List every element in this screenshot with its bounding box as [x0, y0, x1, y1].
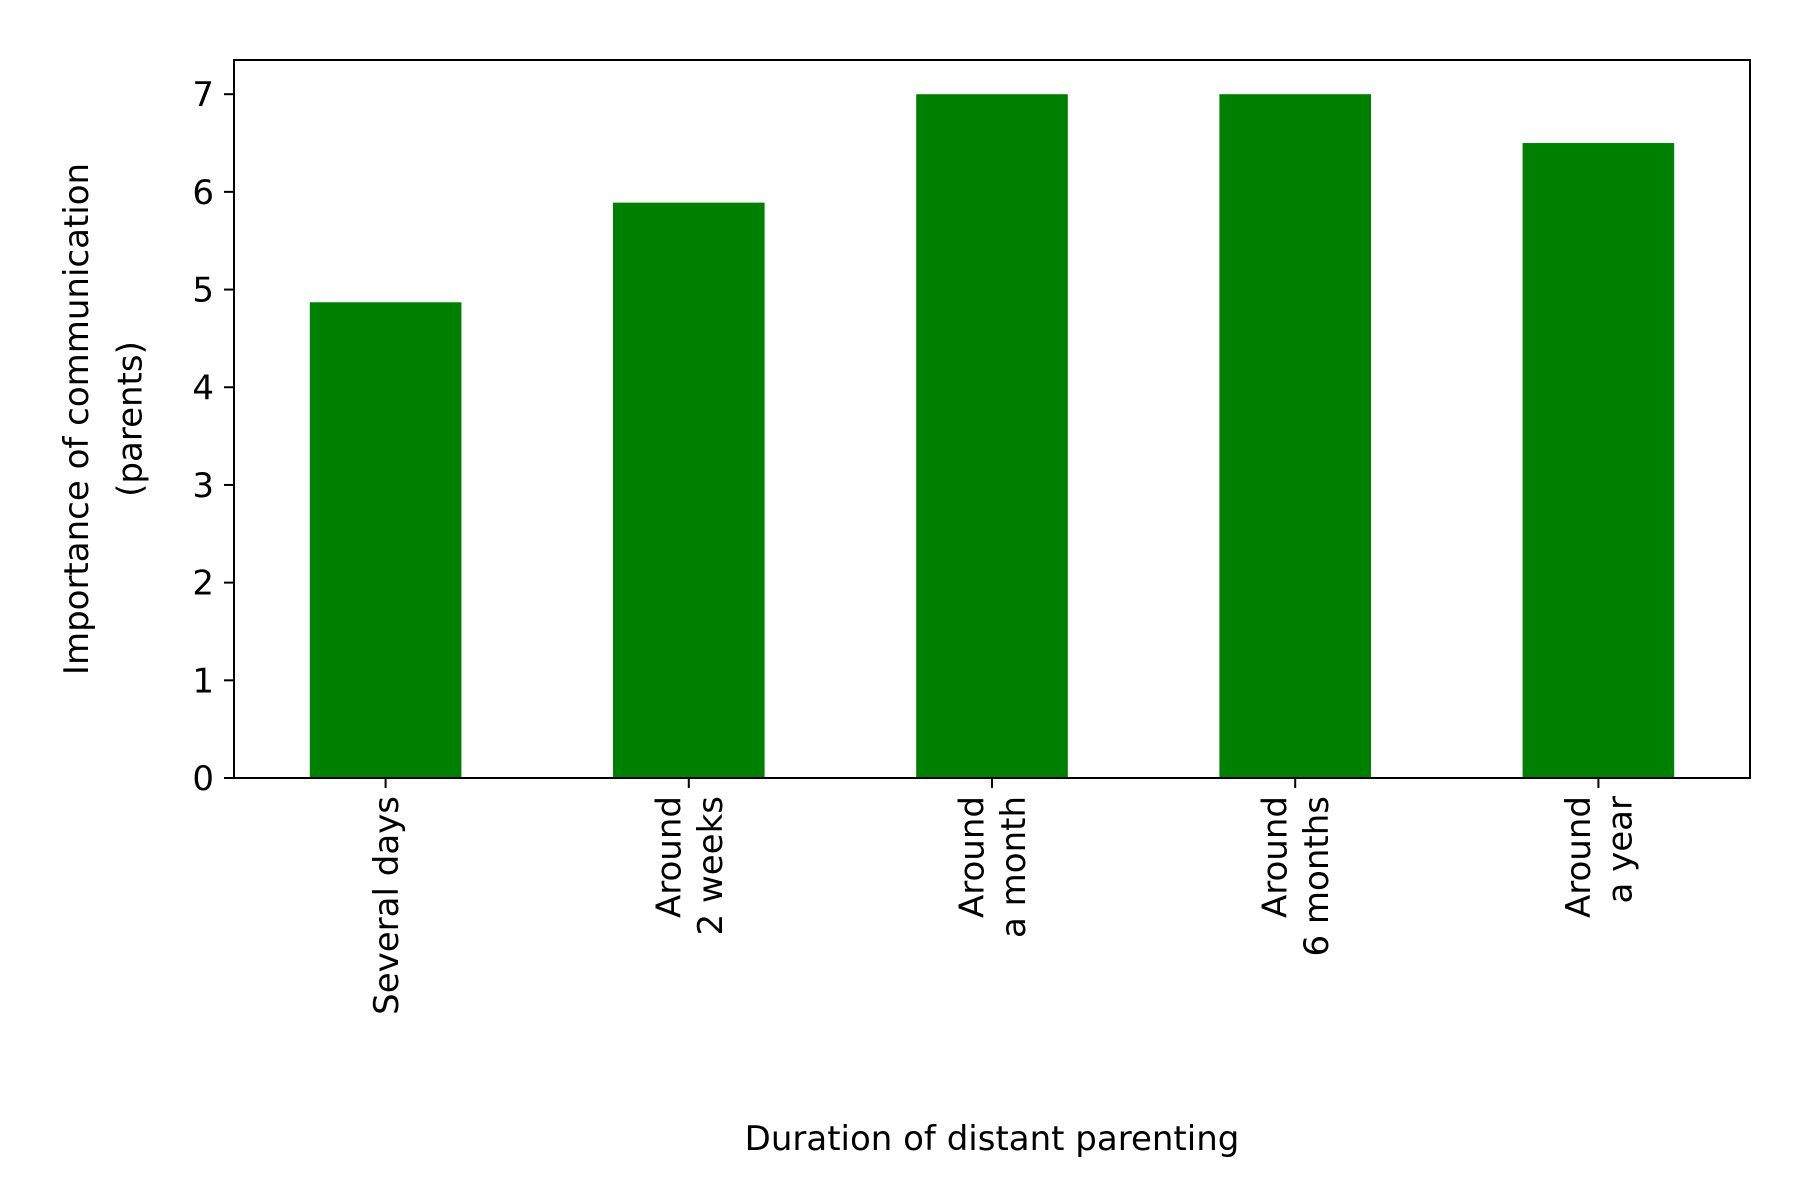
y-tick-label: 7 — [192, 75, 214, 115]
x-tick-label-line: 2 weeks — [691, 796, 731, 936]
bar-1 — [613, 202, 765, 779]
x-tick-label-line: Around — [649, 796, 689, 918]
y-tick-label: 3 — [192, 466, 214, 506]
bar-4 — [1522, 143, 1675, 779]
x-tick-label-line: Several days — [367, 796, 407, 1015]
y-axis-label-line: Importance of communication — [57, 163, 97, 675]
x-tick-label-line: Around — [1559, 796, 1599, 918]
bars-group — [309, 94, 1675, 779]
y-tick-label: 0 — [192, 759, 214, 799]
x-tick-label: Arounda month — [953, 796, 1034, 938]
y-axis: 0 1 2 3 4 5 6 7 — [192, 75, 234, 799]
x-tick-label: Several days — [367, 796, 407, 1015]
plot-frame — [233, 59, 1751, 779]
bar-3 — [1219, 94, 1371, 778]
x-tick-label: Around2 weeks — [649, 796, 730, 936]
y-axis-label: Importance of communication (parents) — [57, 163, 150, 675]
y-tick-label: 5 — [192, 271, 214, 311]
y-tick-label: 4 — [192, 368, 214, 408]
x-tick-label-line: a month — [994, 796, 1034, 938]
x-tick-label: Around6 months — [1256, 796, 1337, 957]
x-tick-label: Arounda year — [1559, 796, 1640, 918]
bar-0 — [309, 302, 462, 778]
y-axis-label-line: (parents) — [110, 341, 150, 497]
x-axis: Several days Around2 weeks Arounda month Ar… — [367, 778, 1640, 1015]
x-axis-label: Duration of distant parenting — [745, 1119, 1240, 1159]
x-tick-label-line: a year — [1600, 796, 1640, 904]
x-tick-label-line: 6 months — [1297, 796, 1337, 957]
y-tick-label: 1 — [192, 661, 214, 701]
x-tick-label-line: Around — [953, 796, 993, 918]
y-tick-label: 6 — [192, 173, 214, 213]
bar-2 — [916, 94, 1068, 778]
y-tick-label: 2 — [192, 564, 214, 604]
x-tick-label-line: Around — [1256, 796, 1296, 918]
